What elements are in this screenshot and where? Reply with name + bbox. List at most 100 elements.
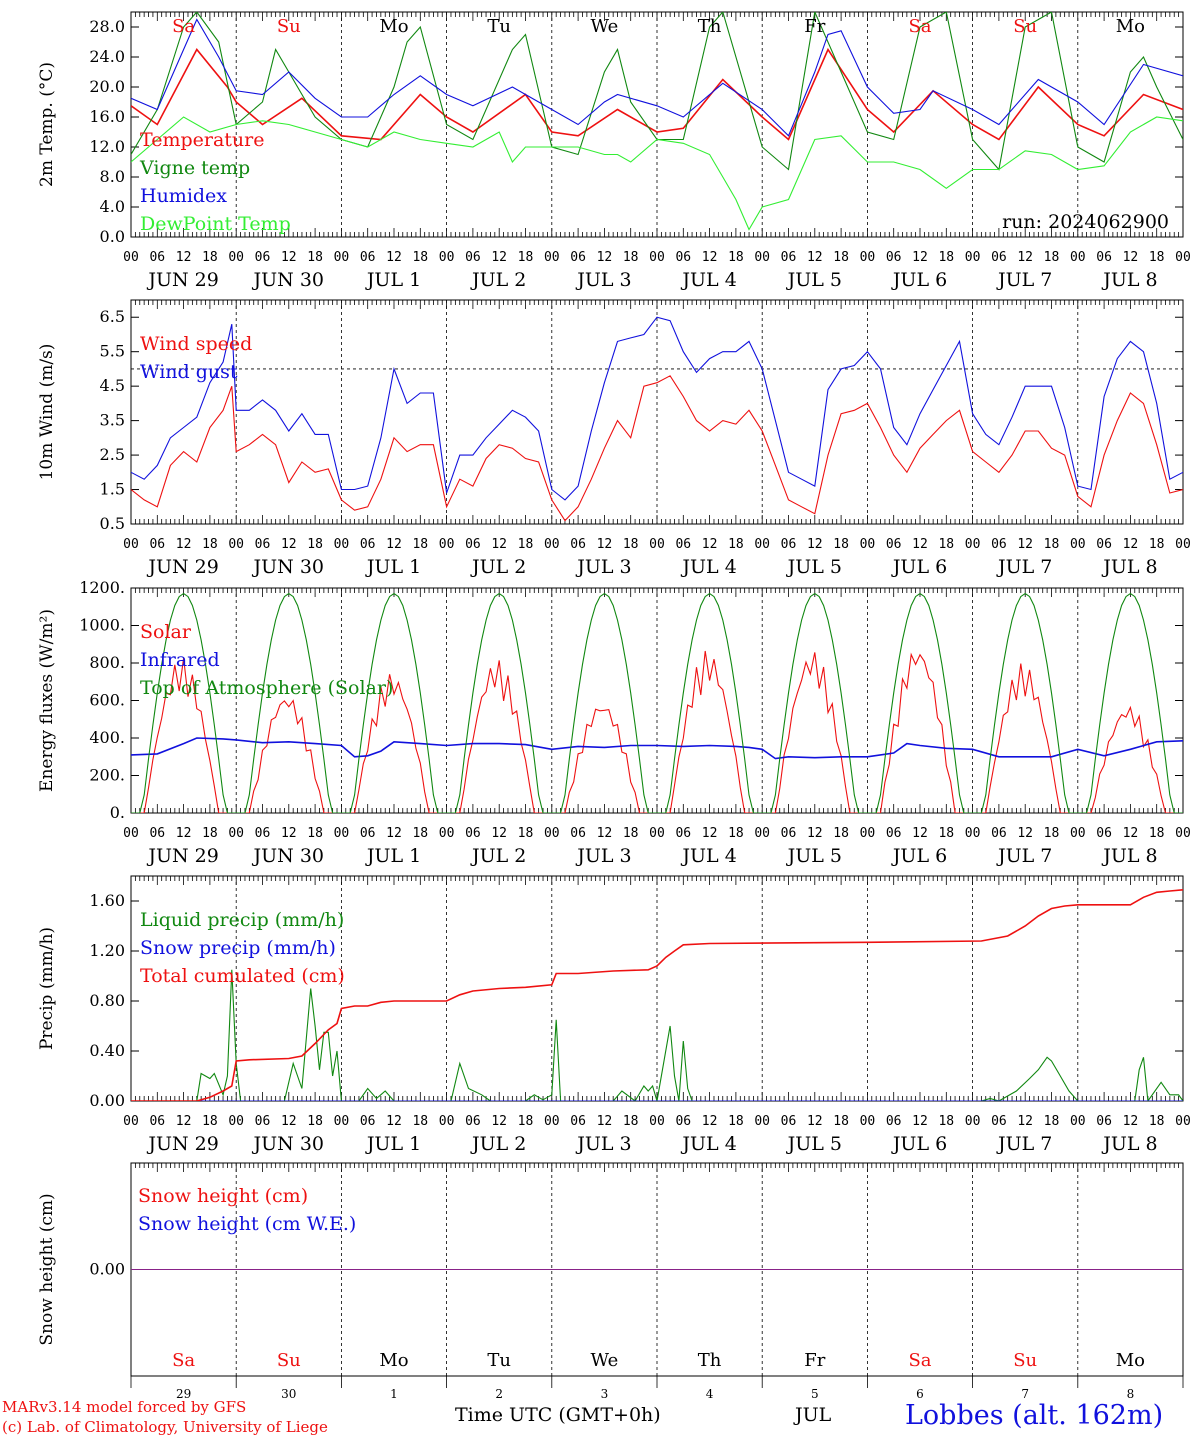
date-label: JUL 8: [1101, 269, 1157, 291]
y-tick-label: 0.5: [100, 514, 125, 533]
y-tick-label: 4.0: [100, 197, 125, 216]
hour-tick-label: 06: [1096, 826, 1112, 841]
hour-tick-label: 06: [255, 1114, 271, 1129]
weekday-label: We: [591, 16, 619, 37]
y-tick-label: 0.80: [89, 991, 125, 1010]
hour-tick-label: 18: [938, 250, 954, 265]
hour-tick-label: 06: [149, 1114, 165, 1129]
weekday-label: Th: [698, 16, 722, 37]
hour-tick-label: 18: [518, 250, 534, 265]
month-label: JUL: [795, 1404, 832, 1426]
hour-tick-label: 00: [860, 1114, 876, 1129]
y-tick-label: 20.0: [89, 77, 125, 96]
hour-tick-label: 00: [544, 826, 560, 841]
date-label: JUL 2: [470, 845, 526, 867]
date-label: JUL 4: [680, 1133, 736, 1155]
hour-tick-label: 12: [1123, 1114, 1139, 1129]
day-number-label: 7: [1021, 1387, 1029, 1401]
y-tick-label: 12.0: [89, 137, 125, 156]
hour-tick-label: 06: [886, 826, 902, 841]
hour-tick-label: 18: [728, 537, 744, 552]
hour-tick-label: 06: [1096, 1114, 1112, 1129]
y-tick-label: 0.00: [89, 1091, 125, 1110]
date-label: JUN 30: [252, 556, 324, 578]
date-label: JUL 7: [996, 269, 1052, 291]
station-label: Lobbes (alt. 162m): [905, 1400, 1164, 1431]
hour-tick-label: 00: [965, 826, 981, 841]
hour-tick-label: 18: [202, 826, 218, 841]
plot-frame: [130, 299, 1184, 525]
y-tick-label: 1000.: [79, 616, 125, 635]
date-label: JUL 4: [680, 556, 736, 578]
y-tick-label: 8.0: [100, 167, 125, 186]
hour-tick-label: 00: [544, 250, 560, 265]
panel-3: 0. 200. 400. 600. 800. 1000. 1200. Energy fluxe…: [37, 578, 1191, 867]
hour-tick-label: 18: [833, 826, 849, 841]
y-axis-label: 10m Wind (m/s): [37, 344, 57, 481]
hour-tick-label: 06: [465, 1114, 481, 1129]
y-tick-label: 800.: [89, 653, 125, 672]
plot-frame: [130, 587, 1184, 814]
hour-tick-label: 12: [702, 826, 718, 841]
hour-tick-label: 00: [860, 250, 876, 265]
y-tick-label: 0.: [110, 803, 125, 822]
weekday-label: Sa: [908, 1350, 931, 1371]
date-label: JUL 7: [996, 556, 1052, 578]
hour-tick-label: 06: [886, 1114, 902, 1129]
panel-5: 0.00 Snow height (cm) Snow height (cm) Snow…: [37, 1162, 1184, 1401]
hour-tick-label: 00: [439, 1114, 455, 1129]
hour-tick-label: 12: [281, 537, 297, 552]
hour-tick-label: 12: [1123, 250, 1139, 265]
legend-entry: DewPoint Temp: [140, 213, 291, 235]
hour-tick-label: 00: [334, 250, 350, 265]
legend-entry: Total cumulated (cm): [140, 965, 345, 987]
date-label: JUL 5: [786, 1133, 842, 1155]
x-axis-title: Time UTC (GMT+0h): [455, 1404, 661, 1426]
hour-tick-label: 06: [360, 250, 376, 265]
hour-tick-label: 12: [281, 826, 297, 841]
hour-tick-label: 06: [991, 537, 1007, 552]
hour-tick-label: 00: [439, 537, 455, 552]
day-number-label: 3: [601, 1387, 609, 1401]
hour-tick-label: 18: [938, 826, 954, 841]
date-label: JUN 29: [146, 845, 218, 867]
weekday-label: Su: [1013, 16, 1037, 37]
hour-tick-label: 12: [807, 826, 823, 841]
y-tick-label: 16.0: [89, 107, 125, 126]
date-label: JUN 29: [146, 556, 218, 578]
hour-tick-label: 00: [1070, 250, 1086, 265]
y-tick-label: 0.40: [89, 1041, 125, 1060]
date-label: JUL 5: [786, 845, 842, 867]
date-label: JUL 4: [680, 845, 736, 867]
y-tick-label: 200.: [89, 766, 125, 785]
series-line-humidex: [131, 18, 1183, 137]
hour-tick-label: 18: [623, 1114, 639, 1129]
hour-tick-label: 00: [1175, 537, 1191, 552]
hour-tick-label: 12: [176, 537, 192, 552]
hour-tick-label: 18: [518, 1114, 534, 1129]
weekday-label: Su: [1013, 1350, 1037, 1371]
hour-tick-label: 12: [912, 826, 928, 841]
day-number-label: 29: [176, 1387, 191, 1401]
hour-tick-label: 00: [228, 826, 244, 841]
series-line-top-of-atmosphere-solar-: [131, 592, 1183, 813]
panel-2: 0.5 1.5 2.5 3.5 4.5 5.5 6.5 10m Wind (m/s) Wind …: [37, 299, 1191, 578]
hour-tick-label: 18: [412, 826, 428, 841]
hour-tick-label: 12: [386, 1114, 402, 1129]
weekday-label: Tu: [487, 1350, 511, 1371]
hour-tick-label: 06: [675, 1114, 691, 1129]
hour-tick-label: 06: [675, 537, 691, 552]
legend-entry: Wind gust: [140, 361, 238, 383]
hour-tick-label: 06: [886, 537, 902, 552]
day-number-label: 6: [916, 1387, 924, 1401]
hour-tick-label: 06: [360, 826, 376, 841]
series-line-infrared: [131, 737, 1183, 760]
hour-tick-label: 06: [1096, 250, 1112, 265]
date-label: JUL 8: [1101, 556, 1157, 578]
hour-tick-label: 18: [202, 537, 218, 552]
date-label: JUL 2: [470, 269, 526, 291]
hour-tick-label: 12: [597, 826, 613, 841]
hour-tick-label: 18: [623, 826, 639, 841]
date-label: JUL 3: [575, 1133, 631, 1155]
